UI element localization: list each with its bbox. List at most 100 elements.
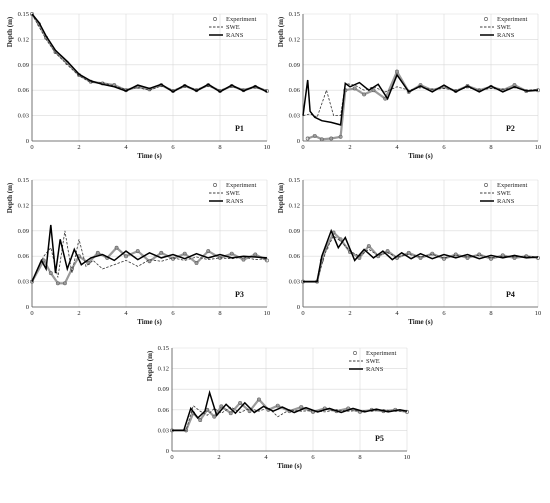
legend-label: Experiment: [226, 182, 257, 189]
legend-label: RANS: [497, 32, 515, 39]
series-rans: [302, 73, 539, 126]
data-point: [352, 86, 357, 91]
y-tick-label: 0: [297, 304, 300, 311]
legend-label: Experiment: [226, 16, 257, 23]
y-tick-label: 0.06: [289, 87, 301, 94]
y-tick-label: 0.09: [18, 62, 29, 69]
series-rans: [303, 228, 539, 283]
y-tick-label: 0: [166, 448, 169, 455]
y-axis-label: Depth (m): [6, 182, 14, 213]
legend-label: SWE: [497, 190, 511, 197]
y-tick-label: 0.03: [289, 279, 300, 286]
data-point: [430, 251, 435, 256]
data-point: [329, 136, 334, 141]
y-tick-label: 0.12: [289, 36, 300, 43]
data-point: [406, 250, 411, 255]
data-point: [338, 134, 343, 139]
x-tick-label: 10: [404, 454, 411, 461]
x-tick-label: 0: [30, 310, 33, 317]
legend-label: SWE: [497, 24, 511, 31]
series-line: [31, 224, 268, 282]
series-line: [31, 13, 268, 93]
data-point: [206, 249, 211, 254]
data-point: [194, 261, 199, 265]
series-experiment: [170, 397, 409, 433]
data-point: [147, 259, 152, 264]
data-point: [159, 250, 164, 255]
series-line: [302, 82, 539, 118]
x-tick-label: 4: [124, 144, 128, 151]
y-tick-label: 0.15: [289, 177, 300, 184]
y-axis-label: Depth (m): [146, 350, 154, 381]
panel-p2: 0 0.03 0.06 0.09 0.12 0.15 0 2 4 6 8 10 Time (s) Dept…: [277, 11, 541, 160]
x-tick-label: 8: [218, 310, 221, 317]
data-point: [247, 409, 252, 414]
y-tick-label: 0.12: [289, 202, 300, 209]
series-experiment: [305, 69, 540, 142]
y-tick-label: 0.03: [18, 113, 29, 120]
panel-label: P1: [235, 124, 244, 133]
y-tick-label: 0.12: [18, 202, 29, 209]
x-tick-label: 6: [311, 454, 315, 461]
data-point: [257, 397, 261, 402]
data-point: [198, 418, 203, 423]
data-point: [442, 256, 446, 261]
data-point: [465, 255, 470, 260]
y-tick-label: 0.03: [289, 113, 300, 120]
data-point: [405, 409, 409, 414]
data-point: [299, 405, 304, 410]
data-point: [55, 281, 60, 286]
x-tick-label: 8: [489, 310, 492, 317]
x-axis-label: Time (s): [137, 152, 162, 160]
x-tick-label: 6: [171, 310, 175, 317]
x-axis-label: Time (s): [137, 318, 162, 326]
data-point: [241, 257, 246, 262]
x-tick-label: 4: [395, 310, 399, 317]
y-tick-label: 0.09: [18, 228, 29, 235]
data-point: [312, 133, 317, 138]
series-line: [302, 73, 539, 126]
legend-label: RANS: [226, 198, 244, 205]
data-point: [124, 254, 128, 259]
x-tick-label: 2: [77, 310, 80, 317]
legend-symbol: [484, 183, 488, 187]
x-tick-label: 8: [358, 454, 361, 461]
x-tick-label: 10: [264, 310, 271, 317]
panel-p4: 0 0.03 0.06 0.09 0.12 0.15 0 2 4 6 8 10 Time (s) Dept…: [277, 177, 541, 326]
y-tick-label: 0.09: [289, 228, 300, 235]
x-axis-label: Time (s): [408, 152, 433, 160]
y-axis-label: Depth (m): [6, 16, 14, 47]
panel-label: P3: [235, 290, 244, 299]
series-swe: [302, 82, 539, 118]
legend-label: RANS: [226, 32, 244, 39]
legend-label: Experiment: [497, 16, 528, 23]
y-tick-label: 0.09: [289, 62, 300, 69]
data-point: [30, 12, 34, 16]
x-tick-label: 8: [489, 144, 492, 151]
panel-label: P4: [506, 290, 515, 299]
x-tick-label: 2: [348, 144, 351, 151]
y-tick-label: 0.12: [158, 366, 169, 373]
series-rans: [172, 389, 408, 432]
data-point: [182, 251, 187, 256]
x-tick-label: 0: [301, 310, 304, 317]
legend-symbol: [213, 17, 217, 21]
y-tick-label: 0.03: [158, 427, 169, 434]
data-point: [219, 404, 224, 409]
data-point: [366, 244, 371, 248]
panel-label: P5: [375, 434, 384, 443]
y-tick-label: 0.15: [158, 345, 169, 352]
data-point: [319, 137, 324, 142]
x-tick-label: 10: [535, 144, 542, 151]
panel-p1: 0 0.03 0.06 0.09 0.12 0.15 0 2 4 6 8 10 Time (s) Dept…: [6, 11, 270, 160]
y-tick-label: 0.06: [18, 87, 30, 94]
panel-p5: 0 0.03 0.06 0.09 0.12 0.15 0 2 4 6 8 10 Time (s) Dept…: [146, 345, 410, 470]
x-tick-label: 0: [301, 144, 304, 151]
x-tick-label: 4: [264, 454, 268, 461]
y-tick-label: 0.15: [289, 11, 300, 18]
x-axis-label: Time (s): [277, 462, 302, 470]
data-point: [253, 252, 258, 257]
